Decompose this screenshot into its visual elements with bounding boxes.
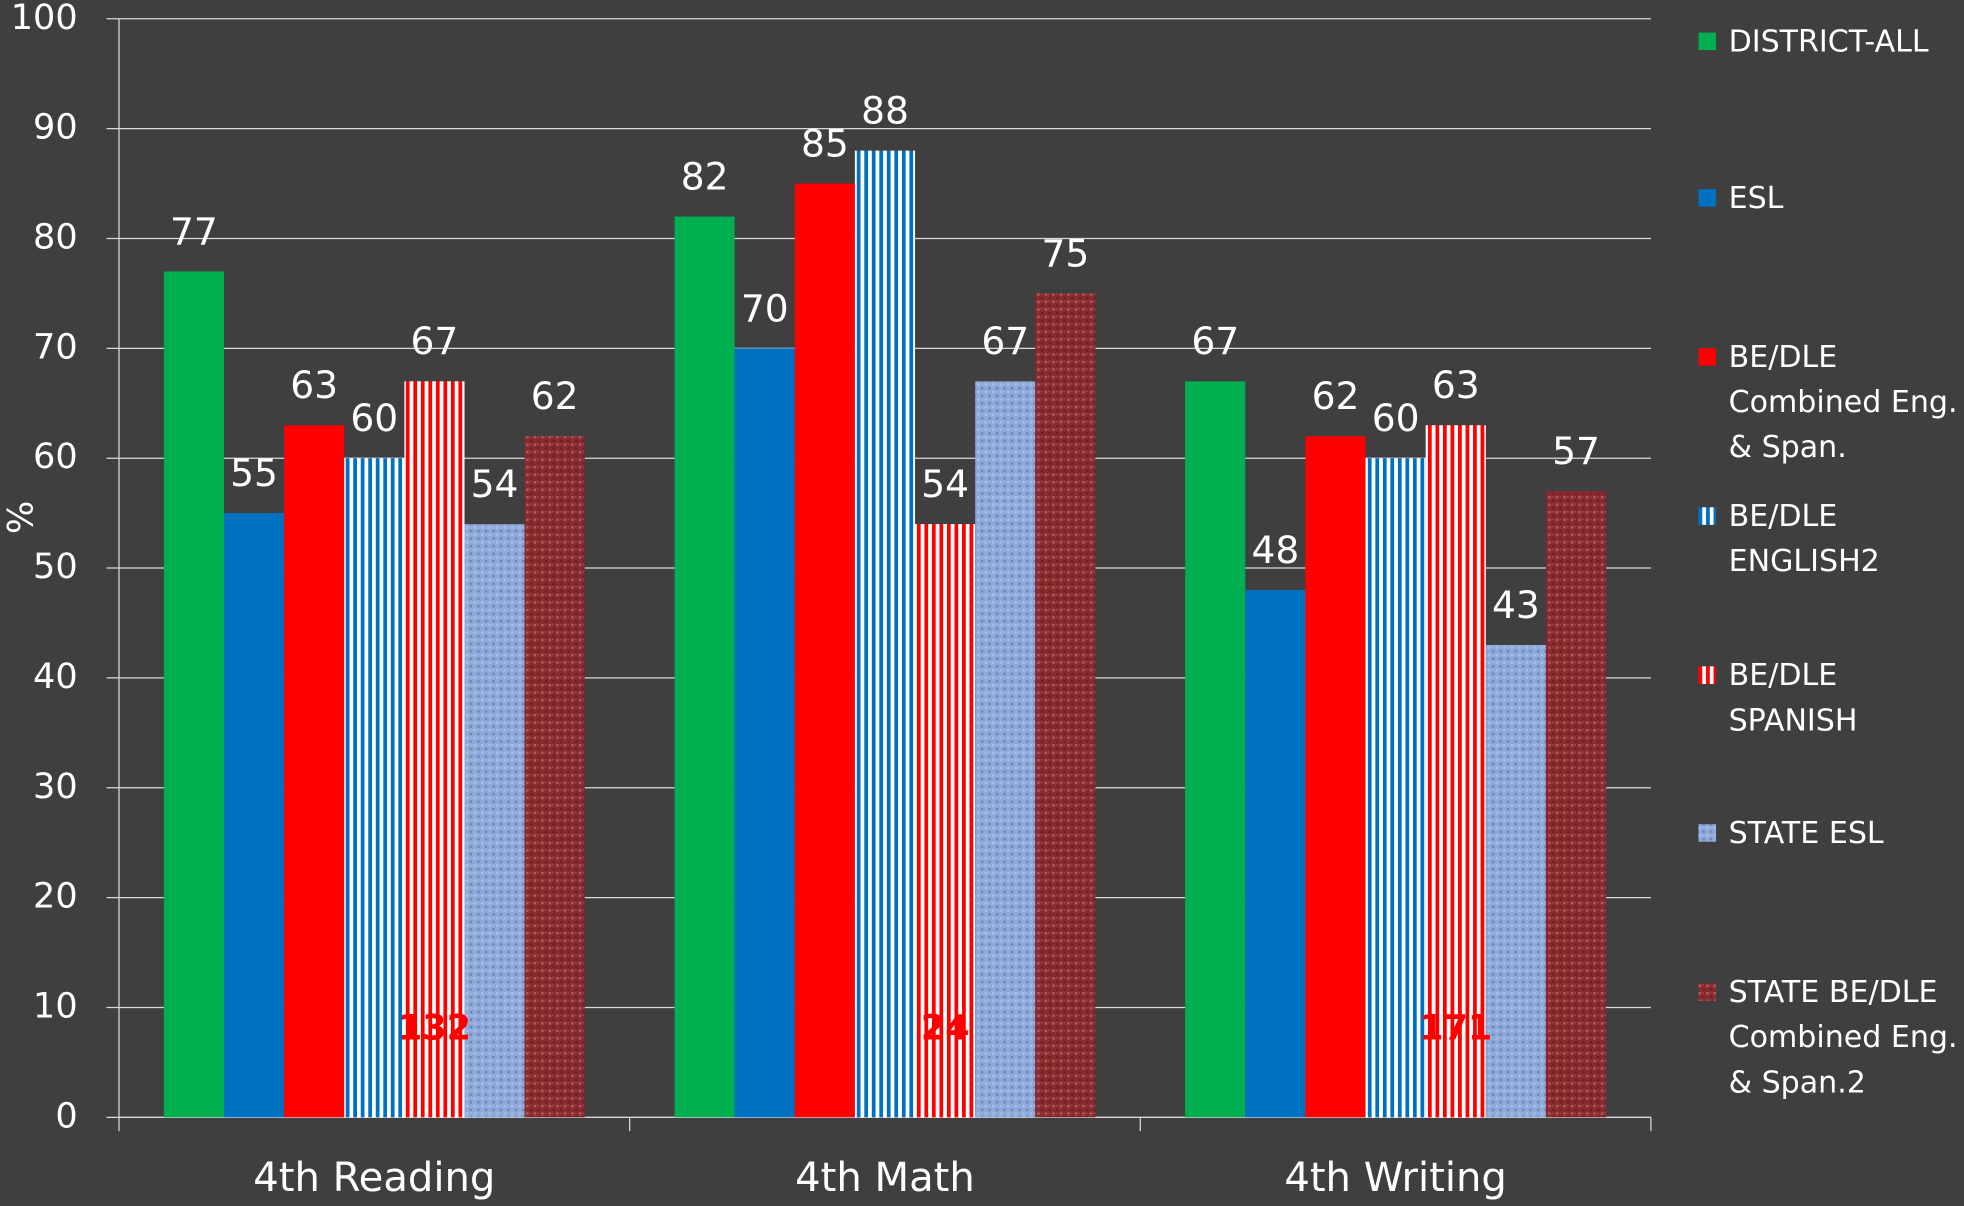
bar [734,348,795,1118]
x-tick-label: 4th Writing [1284,1155,1506,1201]
bar [854,150,916,1118]
x-tick-label: 4th Reading [253,1155,495,1201]
data-label: 82 [681,154,729,198]
legend-label: BE/DLE SPANISH [1728,657,1858,738]
data-label: 75 [1041,231,1089,275]
bar [284,425,345,1118]
bar [344,458,405,1118]
bar [674,216,735,1118]
annotation: 24 [921,1008,970,1049]
data-label: 62 [531,374,579,418]
bar [915,524,976,1118]
data-label: 62 [1312,374,1360,418]
data-label: 57 [1552,429,1600,473]
y-tick-label: 0 [55,1095,77,1136]
legend-marker [1698,983,1717,1001]
legend-label: STATE BE/DLE Combined Eng. & Span.2 [1728,974,1958,1100]
bar [163,271,225,1118]
y-tick-label: 90 [33,107,78,148]
bar [1035,293,1096,1118]
legend-label: STATE ESL [1728,815,1884,851]
legend-marker [1698,189,1717,207]
y-tick-label: 10 [33,985,78,1026]
bar [1425,425,1486,1118]
data-label: 85 [801,121,849,165]
annotation: 171 [1419,1008,1492,1049]
y-axis-label: % [1,501,42,534]
bar [1365,458,1426,1118]
y-tick-label: 20 [33,876,78,917]
legend-marker [1698,348,1717,366]
data-label: 63 [1432,363,1480,407]
bar [1185,381,1246,1118]
y-tick-label: 100 [11,0,78,38]
y-tick-label: 50 [33,546,78,587]
bar [975,381,1036,1118]
y-tick-label: 30 [33,766,78,807]
data-label: 54 [921,462,969,506]
y-tick-label: 60 [33,436,78,477]
x-tick-label: 4th Math [795,1155,975,1201]
bar [404,381,465,1118]
legend-label: ESL [1728,180,1784,216]
data-label: 55 [230,451,278,495]
legend-label: DISTRICT-ALL [1728,23,1929,59]
data-label: 54 [471,462,519,506]
data-label: 63 [290,363,338,407]
bar [1305,436,1366,1118]
data-label: 43 [1492,583,1540,627]
data-label: 60 [350,396,398,440]
data-label: 67 [981,319,1029,363]
annotation: 132 [398,1008,471,1049]
data-label: 67 [1191,319,1239,363]
data-label: 67 [411,319,459,363]
data-label: 60 [1372,396,1420,440]
data-label: 77 [170,209,218,253]
y-tick-label: 40 [33,656,78,697]
y-tick-label: 70 [33,326,78,367]
legend-marker [1698,32,1717,51]
data-label: 48 [1251,528,1299,572]
data-label: 70 [741,286,789,330]
data-label: 88 [861,89,909,133]
legend-label: BE/DLE Combined Eng. & Span. [1728,339,1958,465]
bar [1545,491,1607,1118]
bar [794,183,855,1118]
bar [524,436,585,1118]
bar [224,513,285,1118]
bar [464,524,525,1118]
bar [1245,590,1306,1118]
legend-marker [1698,507,1717,525]
legend-marker [1698,824,1717,842]
legend-label: BE/DLE ENGLISH2 [1728,498,1880,579]
y-tick-label: 80 [33,216,78,257]
legend-marker [1698,666,1717,684]
bar [1485,644,1546,1118]
